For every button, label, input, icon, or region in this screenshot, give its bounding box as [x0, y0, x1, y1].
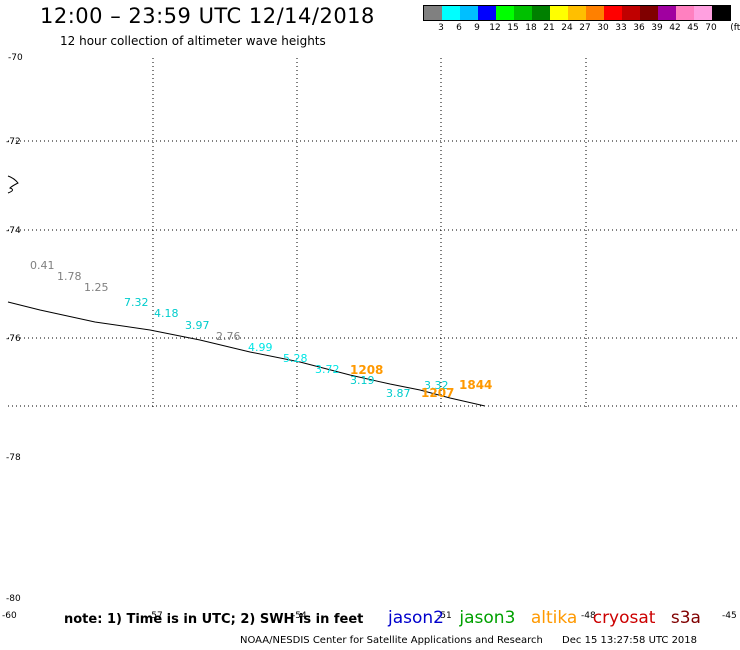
lon-label: -48	[581, 611, 596, 621]
swh-label: 1.25	[84, 281, 109, 294]
scale-label: 18	[525, 23, 537, 33]
scale-label: 21	[543, 23, 555, 33]
map-subtitle: 12 hour collection of altimeter wave hei…	[60, 34, 326, 48]
lon-label: -57	[148, 611, 163, 621]
scale-swatch	[496, 6, 514, 20]
footer: NOAA/NESDIS Center for Satellite Applica…	[240, 635, 697, 646]
scale-label: 27	[579, 23, 591, 33]
scale-swatch	[658, 6, 676, 20]
scale-swatch	[460, 6, 478, 20]
satellite-s3a: s3a	[670, 608, 701, 628]
lat-label: -80	[6, 594, 21, 604]
coastline-fragment	[7, 175, 19, 194]
color-scale-swatches	[423, 5, 731, 21]
scale-label: 24	[561, 23, 573, 33]
scale-swatch	[676, 6, 694, 20]
scale-swatch	[694, 6, 712, 20]
satellite-cryosat: cryosat	[592, 608, 656, 628]
ice-shelf-coastline	[7, 301, 486, 407]
lat-label: -70	[8, 53, 23, 63]
scale-swatch	[604, 6, 622, 20]
scale-label: (ft)	[730, 23, 740, 33]
scale-label: 33	[615, 23, 627, 33]
lon-label: -51	[437, 611, 452, 621]
scale-swatch	[568, 6, 586, 20]
scale-label: 6	[456, 23, 462, 33]
lat-label: -76	[6, 334, 21, 344]
satellite-jason3: jason3	[459, 608, 516, 628]
scale-swatch	[640, 6, 658, 20]
swh-label: 3.97	[185, 319, 210, 332]
scale-label: 3	[438, 23, 444, 33]
swh-label: 3.87	[386, 387, 411, 400]
units-note: note: 1) Time is in UTC; 2) SWH is in fe…	[64, 612, 364, 627]
swh-label: 3.72	[315, 363, 340, 376]
swh-label: 7.32	[124, 296, 149, 309]
scale-swatch	[442, 6, 460, 20]
lat-label: -72	[6, 137, 21, 147]
swh-label: 5.28	[283, 352, 308, 365]
pass-time-label: 1207	[421, 386, 454, 400]
scale-swatch	[712, 6, 730, 20]
scale-swatch	[586, 6, 604, 20]
satellite-altika: altika	[530, 608, 578, 628]
map-grid	[8, 58, 740, 408]
lon-label: -45	[722, 611, 737, 621]
lat-label: -78	[6, 453, 21, 463]
footer-credit: NOAA/NESDIS Center for Satellite Applica…	[240, 635, 543, 646]
satellite-legend: jason2 jason3 altika cryosat s3a	[388, 608, 711, 628]
scale-label: 39	[651, 23, 663, 33]
scale-swatch	[532, 6, 550, 20]
pass-time-label: 1208	[350, 363, 383, 377]
lat-label: -74	[6, 226, 21, 236]
scale-swatch	[478, 6, 496, 20]
map-title: 12:00 – 23:59 UTC 12/14/2018	[40, 4, 375, 28]
scale-swatch	[514, 6, 532, 20]
swh-label: 2.76	[216, 330, 241, 343]
satellite-jason2: jason2	[388, 608, 444, 628]
scale-label: 36	[633, 23, 645, 33]
swh-label: 3.19	[350, 374, 375, 387]
scale-label: 12	[489, 23, 501, 33]
scale-label: 45	[687, 23, 699, 33]
scale-swatch	[424, 6, 442, 20]
swh-label: 0.41	[30, 259, 55, 272]
scale-label: 15	[507, 23, 519, 33]
scale-label: 9	[474, 23, 480, 33]
lon-label: -60	[2, 611, 17, 621]
footer-timestamp: Dec 15 13:27:58 UTC 2018	[562, 635, 698, 646]
scale-label: 42	[669, 23, 681, 33]
pass-time-label: 1844	[459, 378, 492, 392]
lon-label: -54	[292, 611, 307, 621]
swh-label: 1.78	[57, 270, 82, 283]
swh-label: 3.32	[424, 379, 449, 392]
swh-label: 4.99	[248, 341, 273, 354]
scale-swatch	[622, 6, 640, 20]
scale-swatch	[550, 6, 568, 20]
swh-label: 4.18	[154, 307, 179, 320]
scale-label: 30	[597, 23, 609, 33]
scale-label: 70	[705, 23, 717, 33]
